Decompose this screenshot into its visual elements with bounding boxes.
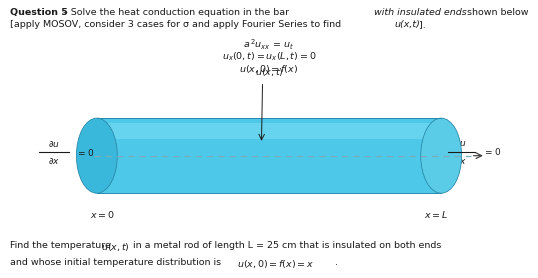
Text: $u(x, t)$: $u(x, t)$ xyxy=(254,66,284,78)
Text: [apply MOSOV, consider 3 cases for σ and apply Fourier Series to find: [apply MOSOV, consider 3 cases for σ and… xyxy=(10,20,344,29)
Text: $= 0$: $= 0$ xyxy=(76,147,95,158)
Text: $= 0$: $= 0$ xyxy=(483,146,501,157)
Text: $x$: $x$ xyxy=(445,147,452,156)
Text: $\partial u$: $\partial u$ xyxy=(455,138,467,148)
Ellipse shape xyxy=(76,118,117,193)
Text: ].: ]. xyxy=(416,20,426,29)
Text: – Solve the heat conduction equation in the bar: – Solve the heat conduction equation in … xyxy=(63,8,293,17)
Text: $\partial x$: $\partial x$ xyxy=(455,156,467,166)
Text: $a^{\,2} u_{xx}\,=\,u_t$: $a^{\,2} u_{xx}\,=\,u_t$ xyxy=(243,38,295,53)
Polygon shape xyxy=(97,118,441,193)
Text: $u(x,0) = f(x)$: $u(x,0) = f(x)$ xyxy=(239,63,299,75)
Text: $u(x,0) = f(x) = x$: $u(x,0) = f(x) = x$ xyxy=(237,258,314,270)
Text: $x = 0$: $x = 0$ xyxy=(90,208,115,220)
Text: in a metal rod of length L = 25 cm that is insulated on both ends: in a metal rod of length L = 25 cm that … xyxy=(130,241,442,250)
Text: Question 5: Question 5 xyxy=(10,8,67,17)
Text: .: . xyxy=(332,258,338,267)
Text: u(x,t): u(x,t) xyxy=(395,20,421,29)
Text: $u(x,t)$: $u(x,t)$ xyxy=(101,241,130,253)
Text: shown below: shown below xyxy=(464,8,529,17)
Text: $u_x(0,t) = u_x(L,t) = 0$: $u_x(0,t) = u_x(L,t) = 0$ xyxy=(222,51,316,63)
Text: and whose initial temperature distribution is: and whose initial temperature distributi… xyxy=(10,258,224,267)
Polygon shape xyxy=(97,123,441,139)
Text: Find the temperature: Find the temperature xyxy=(10,241,114,250)
Text: $x = L$: $x = L$ xyxy=(423,208,448,220)
Text: $\partial x$: $\partial x$ xyxy=(48,156,60,166)
Text: with insulated ends: with insulated ends xyxy=(374,8,466,17)
Ellipse shape xyxy=(421,118,462,193)
Text: $\partial u$: $\partial u$ xyxy=(48,139,60,149)
